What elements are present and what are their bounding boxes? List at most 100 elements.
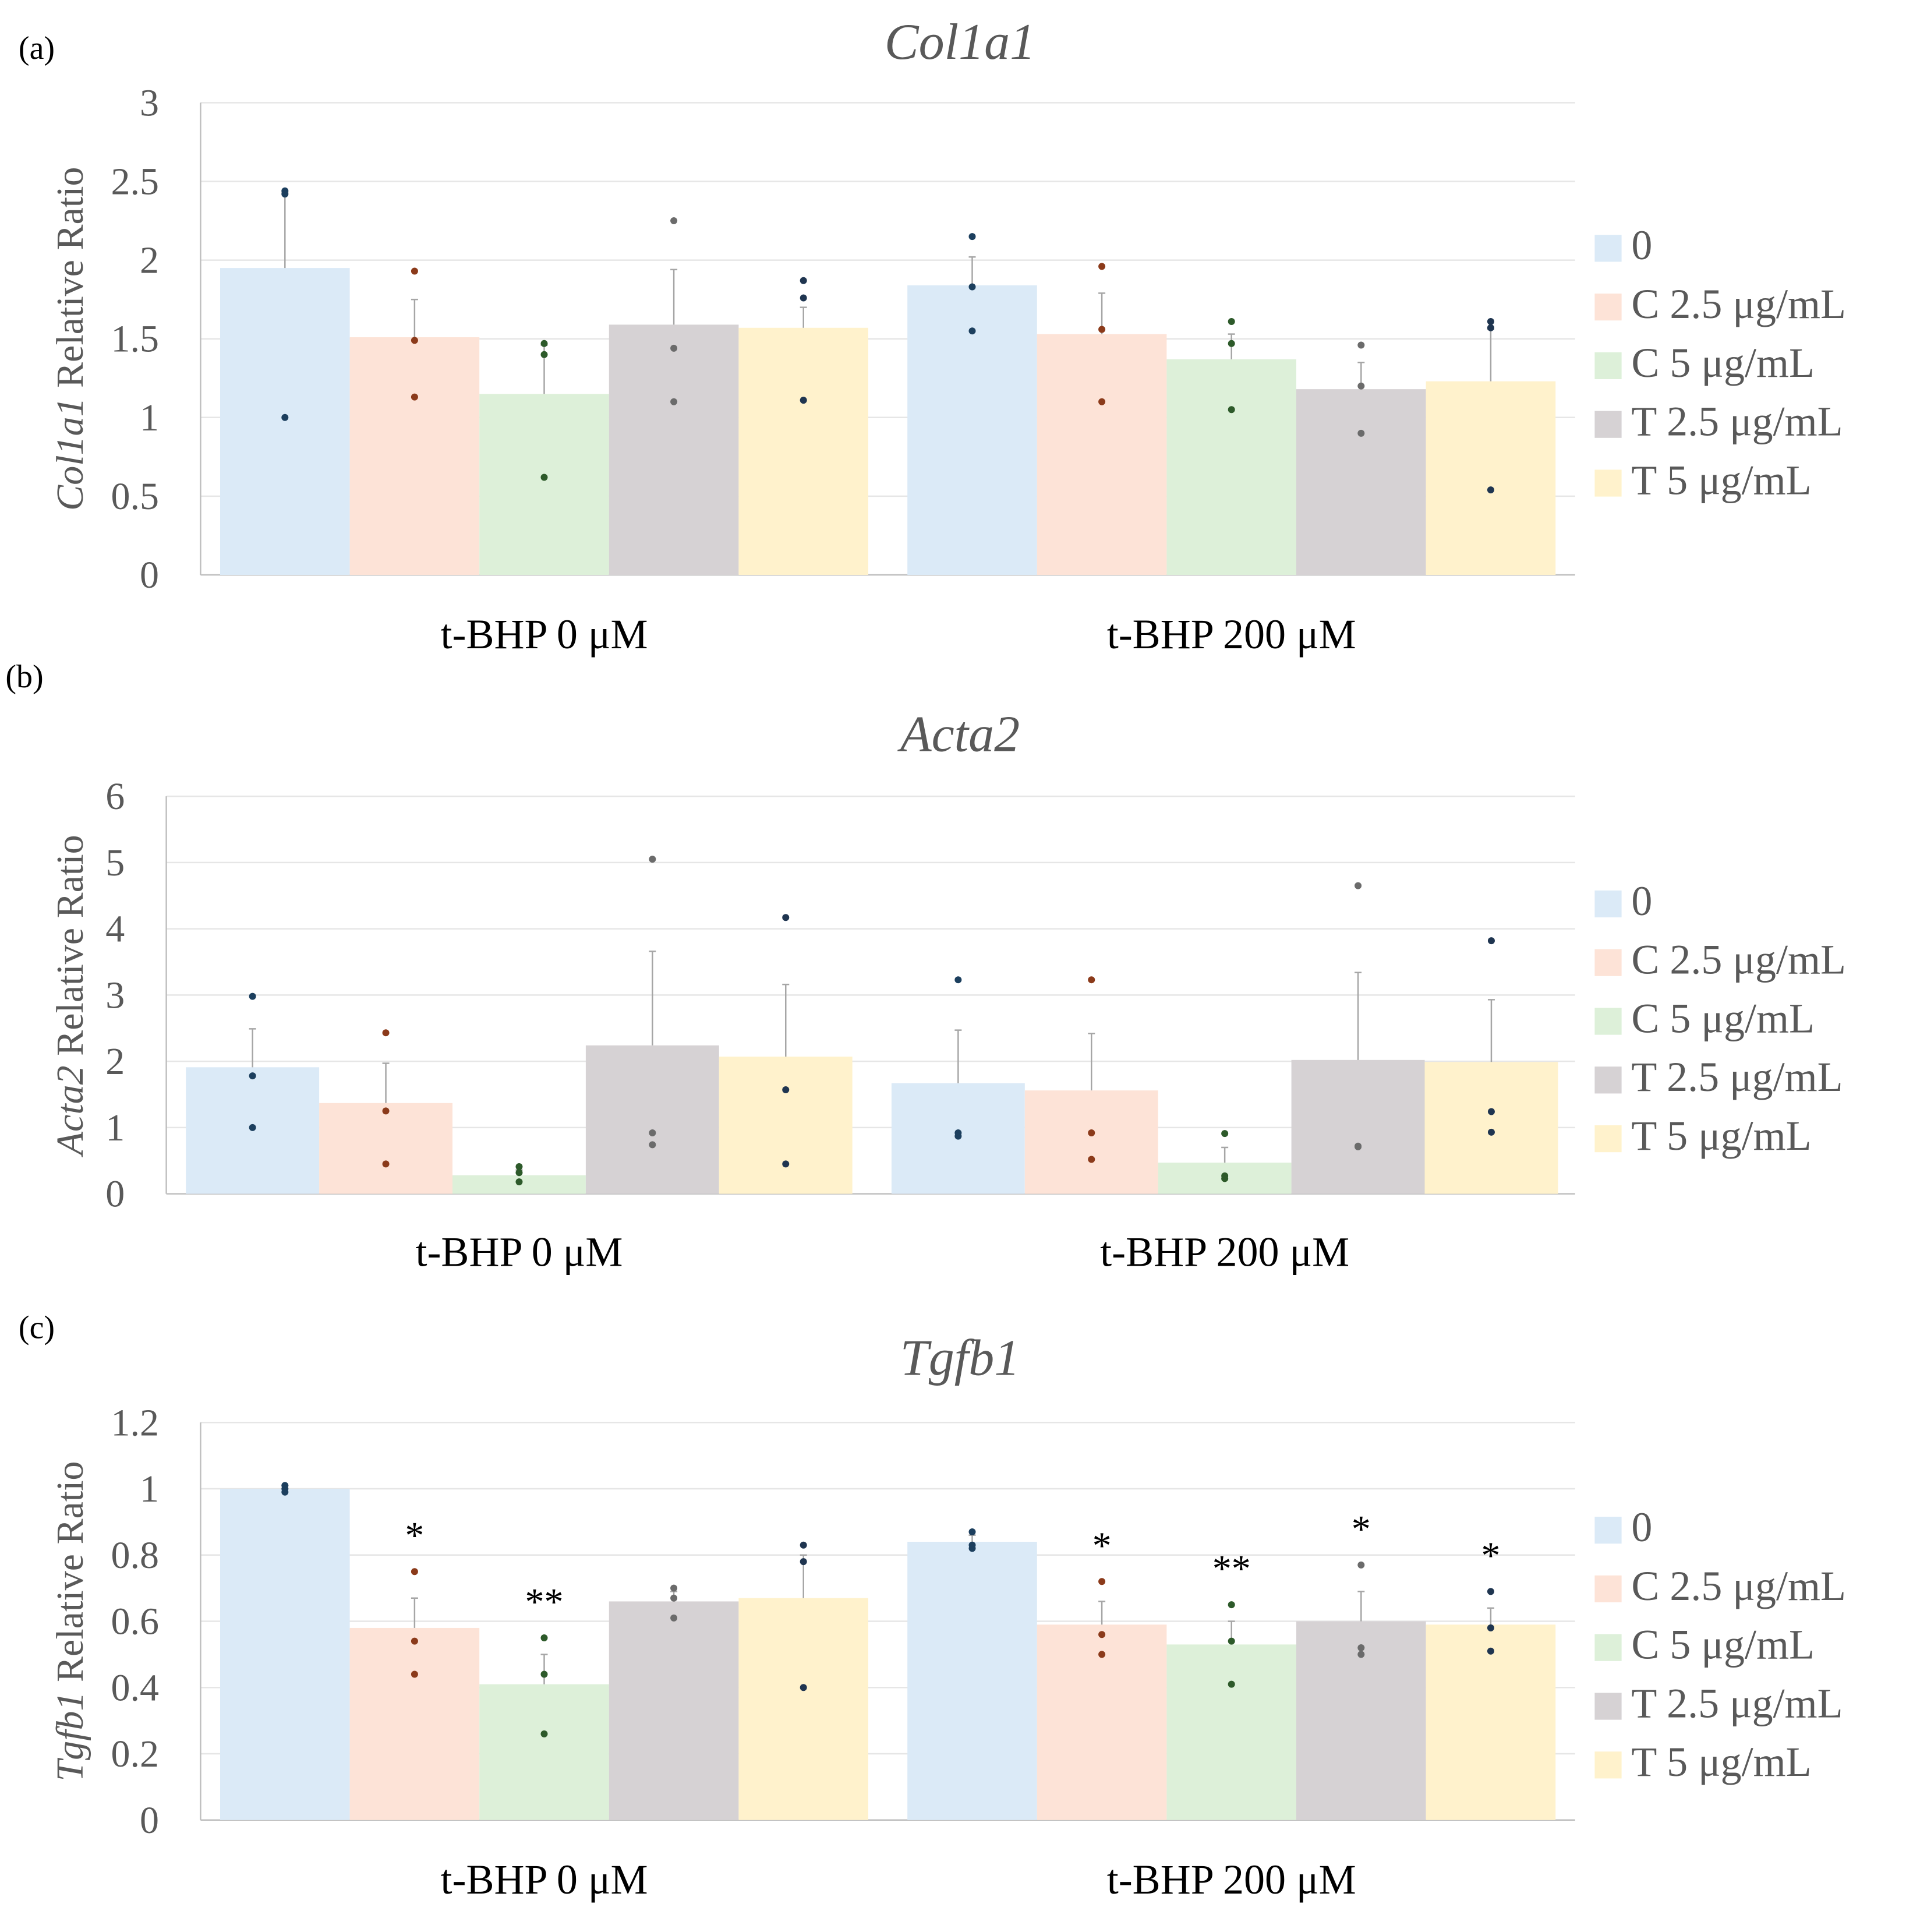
bar	[349, 1627, 480, 1820]
data-point	[782, 1086, 790, 1094]
legend-label: T 5 μg/mL	[1631, 1112, 1811, 1159]
legend-swatch	[1594, 411, 1622, 438]
bar	[349, 337, 480, 575]
data-point	[1098, 1651, 1106, 1658]
data-point	[1357, 1651, 1365, 1658]
data-point	[1098, 326, 1106, 333]
data-point	[968, 283, 976, 291]
data-point	[249, 1072, 256, 1080]
data-point	[1355, 1143, 1362, 1150]
bar	[585, 1045, 719, 1194]
bar	[220, 268, 350, 575]
data-point	[1487, 324, 1494, 331]
bar	[719, 1057, 853, 1194]
x-category-label: t-BHP 200 μM	[1107, 611, 1356, 658]
legend-swatch	[1594, 469, 1622, 497]
legend-label: 0	[1631, 222, 1652, 269]
data-point	[1487, 486, 1494, 494]
significance-marker: **	[525, 1581, 564, 1623]
panel-label: (c)	[19, 1309, 55, 1345]
data-point	[1487, 937, 1495, 945]
data-point	[670, 344, 678, 352]
y-axis-label: Acta2 Relative Ratio	[49, 835, 91, 1157]
data-point	[800, 1684, 807, 1691]
y-axis-label-text: Relative Ratio	[49, 167, 91, 398]
bar	[738, 1598, 868, 1820]
legend-swatch	[1594, 352, 1622, 379]
data-point	[281, 190, 289, 198]
y-tick-label: 1	[105, 1107, 125, 1149]
data-point	[670, 1584, 678, 1592]
data-point	[649, 856, 656, 863]
y-tick-label: 1.5	[111, 318, 160, 361]
data-point	[515, 1169, 523, 1177]
data-point	[968, 1528, 976, 1535]
data-point	[1088, 976, 1095, 984]
data-point	[1355, 882, 1362, 889]
y-tick-label: 3	[105, 974, 125, 1016]
bar	[609, 1601, 739, 1820]
x-category-label: t-BHP 0 μM	[441, 611, 648, 658]
data-point	[382, 1160, 390, 1168]
y-axis-label-text: Relative Ratio	[49, 835, 91, 1065]
bar	[1296, 389, 1426, 575]
x-category-label: t-BHP 200 μM	[1100, 1229, 1349, 1276]
data-point	[1221, 1130, 1229, 1138]
legend-swatch	[1594, 949, 1622, 976]
data-point	[800, 1541, 807, 1549]
y-tick-label: 0.8	[111, 1534, 160, 1577]
legend-label: C 5 μg/mL	[1631, 340, 1815, 386]
bar	[1291, 1059, 1425, 1194]
panel-acta2: (b) Acta2 0 1 2 3 4 5 6 Acta2 Relative Ratio t-BHP…	[5, 659, 1846, 1275]
data-point	[281, 414, 289, 421]
data-point	[1228, 1680, 1235, 1688]
data-point	[1487, 317, 1494, 325]
data-point	[411, 1637, 418, 1645]
legend-swatch	[1594, 1008, 1622, 1035]
y-tick-label: 0	[140, 554, 159, 596]
y-axis-label: Col1a1 Relative Ratio	[49, 167, 91, 511]
y-tick-label: 2.5	[111, 161, 160, 203]
bar	[479, 1684, 609, 1820]
legend-label: T 2.5 μg/mL	[1631, 398, 1843, 445]
data-point	[670, 217, 678, 225]
y-tick-label: 0	[105, 1173, 125, 1216]
data-point	[411, 1568, 418, 1576]
data-point	[782, 914, 790, 921]
legend-swatch	[1594, 294, 1622, 321]
chart-title: Col1a1	[885, 14, 1035, 70]
y-tick-label: 5	[105, 842, 125, 884]
bar	[907, 1542, 1037, 1820]
y-tick-label: 3	[140, 82, 159, 124]
data-point	[411, 1670, 418, 1678]
data-point	[1357, 429, 1365, 437]
data-point	[249, 993, 256, 1000]
data-point	[800, 1558, 807, 1566]
significance-marker: *	[1352, 1508, 1371, 1550]
y-axis-label: Tgfb1 Relative Ratio	[49, 1461, 91, 1782]
panel-label: (a)	[19, 30, 55, 66]
data-point	[1228, 340, 1235, 347]
y-tick-label: 4	[105, 908, 125, 951]
data-point	[540, 1670, 548, 1678]
bar	[1426, 381, 1556, 575]
data-point	[670, 1614, 678, 1622]
data-point	[1098, 263, 1106, 270]
y-tick-label: 0.2	[111, 1733, 160, 1775]
data-point	[411, 393, 418, 401]
data-point	[649, 1141, 656, 1149]
data-point	[249, 1124, 256, 1131]
y-tick-label: 0.6	[111, 1601, 160, 1643]
significance-marker: *	[1092, 1524, 1112, 1567]
legend-label: C 2.5 μg/mL	[1631, 937, 1846, 983]
data-point	[1228, 1601, 1235, 1609]
y-axis-label-text: Relative Ratio	[49, 1461, 91, 1692]
y-axis-label-gene: Tgfb1	[49, 1691, 91, 1781]
data-point	[1221, 1175, 1229, 1182]
data-point	[800, 277, 807, 284]
bar	[1166, 1644, 1296, 1820]
y-tick-label: 1	[140, 397, 159, 439]
data-point	[411, 267, 418, 275]
significance-marker: *	[405, 1514, 424, 1557]
